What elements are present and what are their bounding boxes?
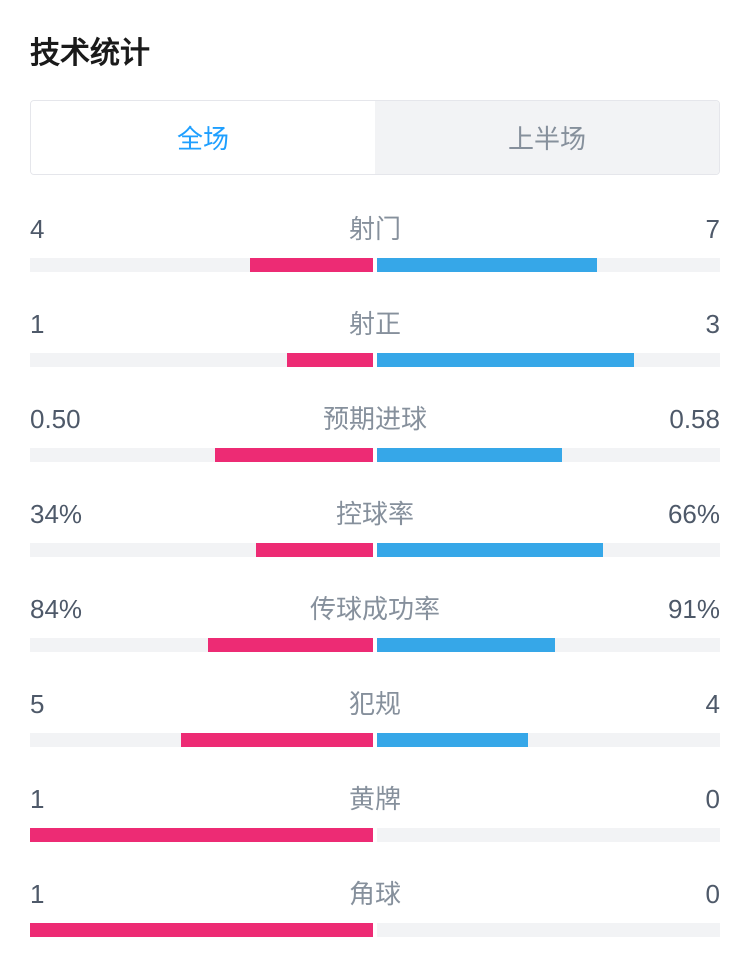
- stat-left-value: 1: [30, 309, 44, 340]
- left-fill: [215, 448, 373, 462]
- stats-list: 4 射门 7 1 射正 3 0.50 预期进球 0.58 34% 控球率 66% 84% 传球成功率 91%…: [30, 209, 720, 937]
- stat-bar: [30, 828, 720, 842]
- right-fill: [377, 448, 562, 462]
- stat-bar: [30, 448, 720, 462]
- right-fill: [377, 258, 597, 272]
- stat-right-value: 66%: [668, 499, 720, 530]
- left-fill: [30, 828, 373, 842]
- stat-right-value: 3: [706, 309, 720, 340]
- stat-bar: [30, 638, 720, 652]
- right-fill: [377, 353, 634, 367]
- stat-name: 射门: [349, 209, 401, 246]
- stat-right-value: 7: [706, 214, 720, 245]
- tab-bar: 全场上半场: [30, 100, 720, 175]
- stat-name: 控球率: [336, 494, 414, 531]
- stat-left-value: 5: [30, 689, 44, 720]
- left-fill: [30, 923, 373, 937]
- stat-left-value: 34%: [30, 499, 82, 530]
- left-fill: [181, 733, 373, 747]
- tab-0[interactable]: 全场: [31, 101, 375, 174]
- stat-right-value: 91%: [668, 594, 720, 625]
- stat-row: 84% 传球成功率 91%: [30, 589, 720, 652]
- stat-name: 犯规: [349, 684, 401, 721]
- left-fill: [250, 258, 373, 272]
- stat-left-value: 4: [30, 214, 44, 245]
- stat-row: 4 射门 7: [30, 209, 720, 272]
- stat-bar: [30, 733, 720, 747]
- stat-row: 1 角球 0: [30, 874, 720, 937]
- stat-bar: [30, 923, 720, 937]
- stat-row: 5 犯规 4: [30, 684, 720, 747]
- stat-left-value: 84%: [30, 594, 82, 625]
- stat-left-value: 0.50: [30, 404, 81, 435]
- stat-right-value: 4: [706, 689, 720, 720]
- stat-name: 传球成功率: [310, 589, 440, 626]
- page-title: 技术统计: [30, 28, 720, 72]
- stat-right-value: 0: [706, 879, 720, 910]
- stat-left-value: 1: [30, 879, 44, 910]
- stat-bar: [30, 543, 720, 557]
- stat-right-value: 0.58: [669, 404, 720, 435]
- stat-bar: [30, 353, 720, 367]
- stat-name: 射正: [349, 304, 401, 341]
- stat-left-value: 1: [30, 784, 44, 815]
- left-fill: [287, 353, 373, 367]
- right-fill: [377, 733, 528, 747]
- right-fill: [377, 543, 603, 557]
- stat-name: 黄牌: [349, 779, 401, 816]
- stat-row: 1 黄牌 0: [30, 779, 720, 842]
- stat-name: 角球: [349, 874, 401, 911]
- tab-1[interactable]: 上半场: [375, 101, 719, 174]
- stat-row: 0.50 预期进球 0.58: [30, 399, 720, 462]
- right-fill: [377, 638, 555, 652]
- stat-row: 1 射正 3: [30, 304, 720, 367]
- left-fill: [208, 638, 373, 652]
- left-fill: [256, 543, 373, 557]
- stat-name: 预期进球: [323, 399, 427, 436]
- stat-row: 34% 控球率 66%: [30, 494, 720, 557]
- stat-bar: [30, 258, 720, 272]
- stat-right-value: 0: [706, 784, 720, 815]
